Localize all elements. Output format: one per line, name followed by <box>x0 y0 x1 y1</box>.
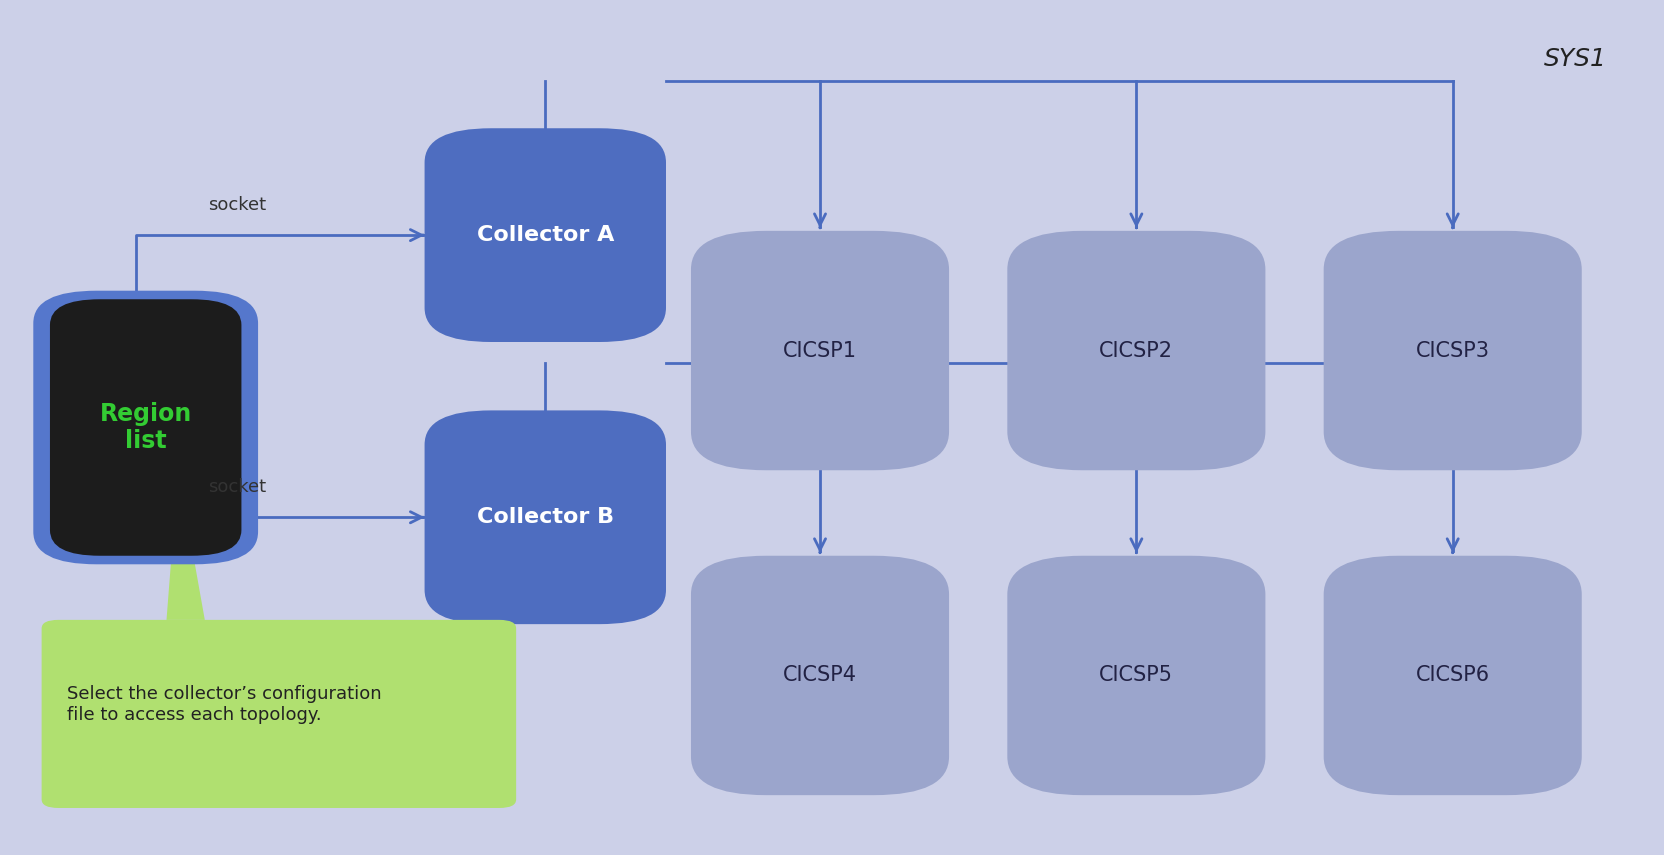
Text: CICSP1: CICSP1 <box>782 340 857 361</box>
FancyBboxPatch shape <box>1007 556 1265 795</box>
FancyBboxPatch shape <box>424 410 666 624</box>
Text: CICSP4: CICSP4 <box>782 665 857 686</box>
FancyBboxPatch shape <box>1323 556 1581 795</box>
Text: CICSP2: CICSP2 <box>1098 340 1173 361</box>
Text: CICSP5: CICSP5 <box>1098 665 1173 686</box>
FancyBboxPatch shape <box>691 231 948 470</box>
Text: Collector A: Collector A <box>476 225 614 245</box>
FancyBboxPatch shape <box>42 620 516 808</box>
FancyBboxPatch shape <box>1007 231 1265 470</box>
Polygon shape <box>166 470 205 620</box>
FancyBboxPatch shape <box>50 299 241 556</box>
Text: Collector B: Collector B <box>476 507 614 528</box>
Text: SYS1: SYS1 <box>1543 47 1606 71</box>
Text: CICSP6: CICSP6 <box>1414 665 1489 686</box>
FancyBboxPatch shape <box>1323 231 1581 470</box>
Text: Select the collector’s configuration
file to access each topology.: Select the collector’s configuration fil… <box>67 685 381 724</box>
FancyBboxPatch shape <box>33 291 258 564</box>
Text: socket: socket <box>208 196 266 214</box>
Text: socket: socket <box>208 478 266 496</box>
Text: Region
list: Region list <box>100 402 191 453</box>
FancyBboxPatch shape <box>424 128 666 342</box>
FancyBboxPatch shape <box>25 26 1631 834</box>
Text: CICSP3: CICSP3 <box>1414 340 1489 361</box>
FancyBboxPatch shape <box>691 556 948 795</box>
